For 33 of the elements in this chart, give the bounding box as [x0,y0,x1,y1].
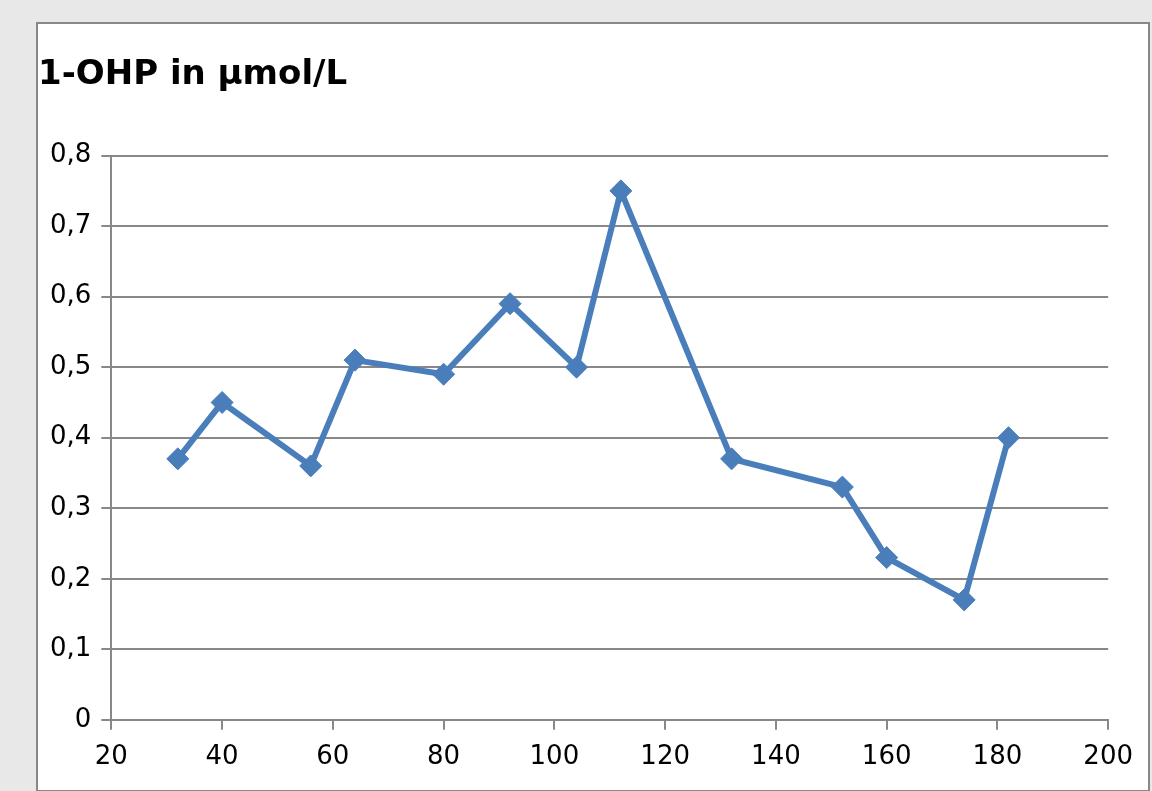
point [997,426,1020,450]
y-tick-label: 0,8 [49,138,92,169]
x-tick-label: 60 [316,740,350,771]
y-tick-label: 0,6 [49,279,92,310]
y-tick-label: 0,4 [49,420,92,451]
x-tick-label: 120 [640,740,690,771]
x-tick-label: 100 [529,740,580,771]
point [565,355,589,379]
y-tick-label: 0,1 [49,632,92,663]
point [432,362,456,386]
x-tick-label: 20 [94,740,128,771]
point [952,588,976,612]
y-tick-label: 0 [74,702,92,733]
y-tick-label: 0,2 [49,561,92,592]
x-tick-label: 80 [427,740,461,771]
point [720,447,744,471]
x-tick-label: 40 [205,740,239,771]
x-tick-label: 140 [751,740,801,771]
y-tick-label: 0,5 [49,349,92,380]
x-tick-label: 180 [972,740,1023,771]
point [210,390,234,414]
chart-title: 1-OHP in µmol/L [38,52,348,92]
y-tick-label: 0,3 [49,490,92,521]
point [609,179,633,203]
point [343,348,367,372]
point [299,454,323,478]
point [830,475,854,499]
y-tick-label: 0,7 [49,208,92,239]
x-tick-label: 200 [1083,740,1134,771]
point [875,546,899,570]
x-tick-label: 160 [861,740,912,771]
point [498,292,522,316]
point [166,447,190,471]
